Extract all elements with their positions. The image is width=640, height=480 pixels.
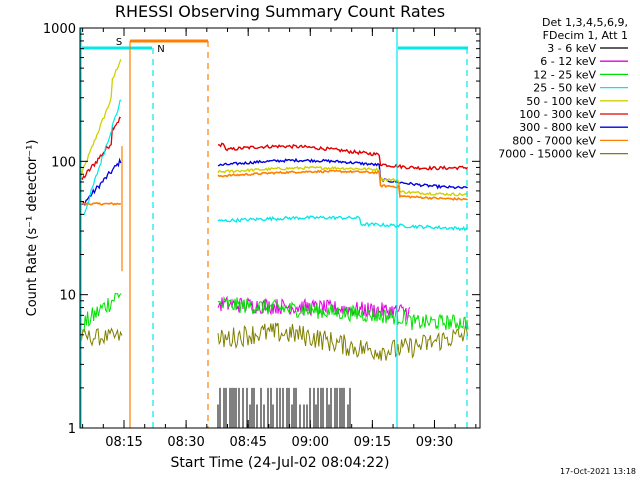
legend-header-line-2: FDecim 1, Att 1 bbox=[543, 29, 628, 42]
marker-label-s: S bbox=[116, 37, 122, 48]
trace-300-800 bbox=[217, 157, 468, 190]
legend-label: 50 - 100 keV bbox=[526, 95, 596, 108]
x-tick-label: 09:30 bbox=[416, 435, 453, 450]
trace-6-12 bbox=[217, 295, 411, 321]
legend-label: 12 - 25 keV bbox=[533, 68, 596, 81]
trace-300-800-pre bbox=[79, 157, 122, 208]
trace-12-25-pre bbox=[83, 292, 122, 333]
legend-label: 800 - 7000 keV bbox=[512, 134, 596, 147]
x-tick-label: 08:15 bbox=[105, 435, 142, 450]
y-tick-label: 1000 bbox=[43, 22, 76, 37]
footer-date: 17-Oct-2021 13:18 bbox=[560, 467, 636, 476]
legend-label: 25 - 50 keV bbox=[533, 82, 596, 95]
legend-label: 300 - 800 keV bbox=[519, 121, 596, 134]
trace-25-50-pre bbox=[83, 99, 122, 216]
legend-label: 100 - 300 keV bbox=[519, 108, 596, 121]
trace-12-25 bbox=[217, 296, 469, 331]
y-tick-label: 10 bbox=[59, 289, 76, 304]
marker-label-n: N bbox=[157, 44, 164, 55]
trace-100-300-pre bbox=[79, 116, 121, 183]
x-tick-label: 09:00 bbox=[292, 435, 329, 450]
data-layer: SN bbox=[79, 28, 469, 428]
axes-layer: 1 10 100 1000 08:15 08:30 08:45 09:00 09:15 09:30 bbox=[43, 22, 481, 450]
y-tick-label: 100 bbox=[51, 155, 76, 170]
x-axis-label: Start Time (24-Jul-02 08:04:22) bbox=[170, 455, 389, 471]
x-tick-label: 08:30 bbox=[167, 435, 204, 450]
trace-7000-15000 bbox=[217, 322, 469, 361]
plot-frame bbox=[79, 27, 481, 429]
legend-label: 6 - 12 keV bbox=[540, 55, 596, 68]
legend-header-line-1: Det 1,3,4,5,6,9, bbox=[542, 16, 628, 29]
legend-label: 3 - 6 keV bbox=[547, 42, 596, 55]
trace-100-300 bbox=[217, 142, 469, 171]
chart-title: RHESSI Observing Summary Count Rates bbox=[115, 2, 445, 21]
y-tick-label: 1 bbox=[68, 422, 76, 437]
trace-7000-15000-pre bbox=[79, 327, 123, 347]
x-tick-label: 09:15 bbox=[354, 435, 391, 450]
trace-25-50 bbox=[217, 215, 469, 232]
y-axis-label: Count Rate (s⁻¹ detector⁻¹) bbox=[25, 140, 40, 317]
trace-50-100 bbox=[217, 165, 469, 197]
x-tick-label: 08:45 bbox=[229, 435, 266, 450]
trace-800-7000 bbox=[217, 169, 468, 201]
trace-800-7000-pre bbox=[79, 201, 122, 206]
legend-label: 7000 - 15000 keV bbox=[498, 148, 596, 161]
